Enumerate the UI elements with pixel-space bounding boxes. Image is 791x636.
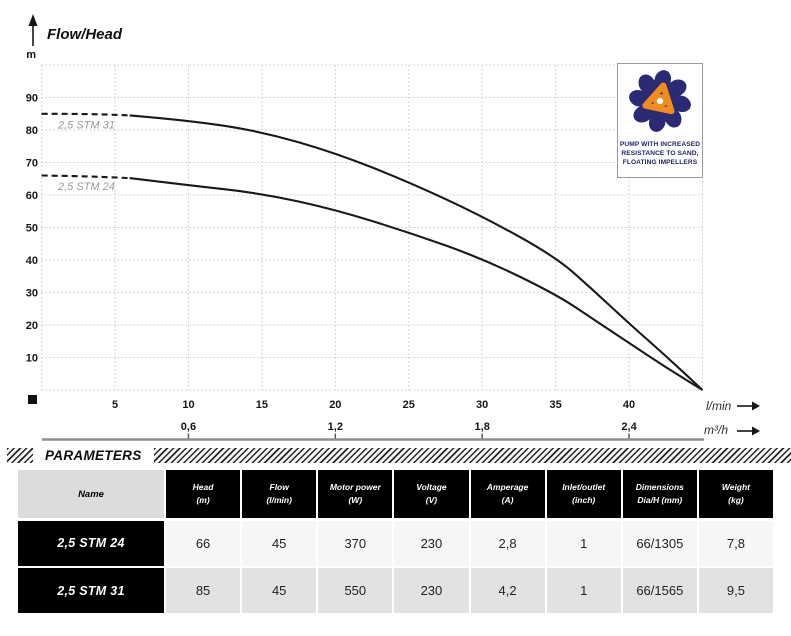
column-header-motor-power: Motor power (W) (318, 470, 393, 518)
y-axis-tick-label: 20 (26, 320, 38, 332)
hatch-stripe-right (153, 448, 791, 463)
origin-marker (28, 395, 37, 404)
curve-label-2-5-stm-24: 2,5 STM 24 (57, 181, 115, 193)
parameters-band: PARAMETERS (7, 448, 791, 463)
hatch-stripe-left (7, 448, 33, 463)
column-header-unit: (m) (196, 495, 210, 505)
y-axis-unit: m (26, 49, 36, 61)
value-cell: 1 (546, 520, 621, 566)
column-header-unit: (A) (501, 495, 514, 505)
badge-caption-line: RESISTANCE TO SAND, (621, 149, 699, 157)
right-arrow-icon (752, 401, 760, 411)
flow-head-chart: 10 20 30 40 50 60 70 80 90 5 10 15 20 25 30 35 40 0,6 1,2 1… (26, 14, 760, 441)
value-cell: 1 (546, 568, 621, 613)
value-cell: 370 (318, 520, 393, 566)
x-axis-tick-label: 40 (623, 399, 635, 411)
value-cell: 230 (394, 520, 469, 566)
parameters-title: PARAMETERS (33, 448, 154, 463)
badge-caption: PUMP WITH INCREASED RESISTANCE TO SAND, … (618, 141, 702, 168)
curve-dashed-2-5-stm-31 (41, 112, 130, 117)
y-axis-tick-label: 90 (26, 93, 38, 105)
value-cell: 2,8 (470, 520, 545, 566)
y-axis-tick-label: 70 (26, 158, 38, 170)
x-axis-tick-label: 5 (112, 399, 118, 411)
parameters-table: Name Head (m) Flow (l/min) Motor power (W) Volt… (18, 470, 773, 613)
column-header-flow: Flow (l/min) (242, 470, 317, 518)
column-header-label: Flow (269, 482, 289, 493)
value-cell: 9,5 (698, 568, 773, 613)
impeller-petals (629, 70, 691, 132)
curve-label-2-5-stm-31: 2,5 STM 31 (57, 119, 115, 131)
x-axis-tick-label: 35 (549, 399, 561, 411)
x-axis-tick-label: 15 (256, 399, 268, 411)
column-header-unit: (inch) (572, 495, 596, 505)
x-axis-unit-primary: l/min (706, 399, 732, 413)
y-axis-tick-label: 30 (26, 288, 38, 300)
y-axis-tick-label: 50 (26, 223, 38, 235)
value-cell: 85 (166, 568, 241, 613)
y-axis-tick-label: 80 (26, 125, 38, 137)
x-axis-unit-secondary: m³/h (704, 423, 728, 437)
secondary-axis-tick-label: 0,6 (181, 421, 196, 433)
value-cell: 550 (318, 568, 393, 613)
x-axis-tick-label: 25 (403, 399, 415, 411)
row-name-cell: 2,5 STM 31 (18, 568, 164, 613)
y-axis-tick-label: 40 (26, 255, 38, 267)
up-arrow-icon (28, 14, 38, 26)
column-header-name: Name (18, 470, 164, 518)
column-header-inlet-outlet: Inlet/outlet (inch) (546, 470, 621, 518)
column-header-dimensions: Dimensions Dia/H (mm) (622, 470, 697, 518)
column-header-label: Dimensions (635, 482, 684, 493)
value-cell: 45 (242, 520, 317, 566)
x-axis-tick-label: 30 (476, 399, 488, 411)
column-header-unit: (V) (425, 495, 438, 505)
column-header-unit: (kg) (728, 495, 744, 505)
pump-badge: PUMP WITH INCREASED RESISTANCE TO SAND, … (617, 63, 703, 178)
column-header-unit: Dia/H (mm) (637, 495, 683, 505)
value-cell: 45 (242, 568, 317, 613)
column-header-label: Voltage (416, 482, 447, 493)
badge-caption-line: FLOATING IMPELLERS (622, 158, 698, 166)
column-header-unit: (W) (348, 495, 363, 505)
value-cell: 4,2 (470, 568, 545, 613)
x-axis-tick-label: 20 (329, 399, 341, 411)
value-cell: 66/1565 (622, 568, 697, 613)
value-cell: 7,8 (698, 520, 773, 566)
column-header-weight: Weight (kg) (698, 470, 773, 518)
pump-impeller-icon (629, 70, 691, 132)
curve-dashed-2-5-stm-24 (41, 174, 130, 180)
column-header-label: Motor power (329, 482, 381, 493)
column-header-amperage: Amperage (A) (470, 470, 545, 518)
value-cell: 66 (166, 520, 241, 566)
x-axis-tick-label: 10 (182, 399, 194, 411)
value-cell: 230 (394, 568, 469, 613)
secondary-axis-tick-label: 1,2 (328, 421, 343, 433)
column-header-label: Inlet/outlet (562, 482, 606, 493)
column-header-voltage: Voltage (V) (394, 470, 469, 518)
secondary-axis-tick-label: 1,8 (475, 421, 490, 433)
y-axis-tick-label: 10 (26, 353, 38, 365)
curve-2-5-stm-31 (129, 114, 704, 391)
right-arrow-icon (752, 426, 760, 436)
chart-title: Flow/Head (47, 26, 123, 43)
column-header-head: Head (m) (166, 470, 241, 518)
badge-caption-line: PUMP WITH INCREASED (619, 141, 701, 148)
value-cell: 66/1305 (622, 520, 697, 566)
column-header-label: Weight (721, 482, 751, 493)
secondary-axis-tick-label: 2,4 (621, 421, 637, 433)
row-name-cell: 2,5 STM 24 (18, 520, 164, 566)
curve-2-5-stm-24 (129, 177, 704, 391)
column-header-unit: (l/min) (266, 495, 292, 505)
column-header-label: Amperage (486, 482, 529, 493)
y-axis-tick-label: 60 (26, 190, 38, 202)
column-header-label: Head (192, 482, 214, 493)
